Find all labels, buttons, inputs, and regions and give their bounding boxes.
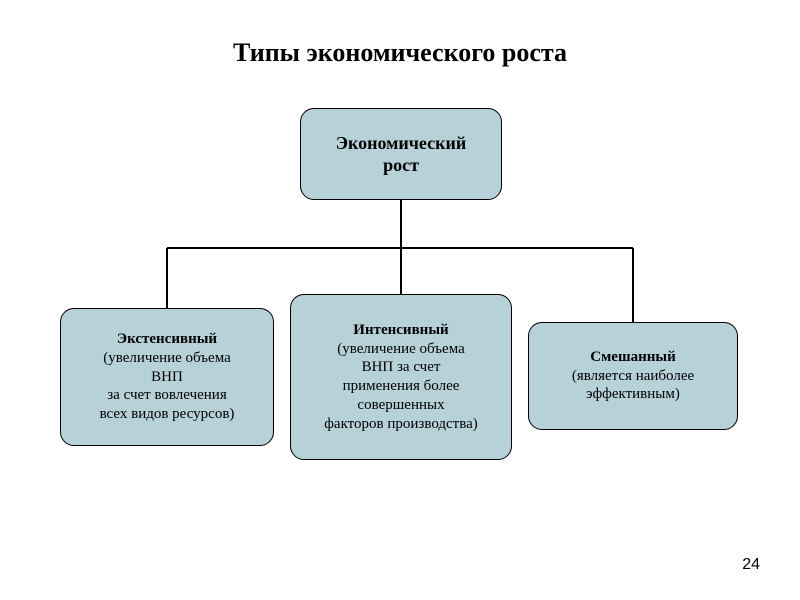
root-node: Экономический рост: [300, 108, 502, 200]
child-label-line: ВНП за счет: [362, 358, 441, 377]
child-label-line: всех видов ресурсов): [100, 405, 235, 424]
child-label-line: (увеличение объема: [103, 349, 231, 368]
child-node-intensive: Интенсивный(увеличение объемаВНП за счет…: [290, 294, 512, 460]
child-label-line: ВНП: [151, 368, 183, 387]
page-number: 24: [742, 556, 760, 574]
root-label-2: рост: [383, 154, 419, 177]
child-label-line: эффективным): [586, 385, 680, 404]
child-label-line: (увеличение объема: [337, 340, 465, 359]
child-label-line: совершенных: [357, 396, 444, 415]
child-node-extensive: Экстенсивный(увеличение объемаВНПза счет…: [60, 308, 274, 446]
child-label-line: применения более: [343, 377, 460, 396]
page-title: Типы экономического роста: [0, 38, 800, 68]
child-label-bold: Смешанный: [590, 348, 676, 367]
child-label-line: за счет вовлечения: [107, 386, 227, 405]
root-label-1: Экономический: [336, 132, 466, 155]
child-label-line: факторов производства): [324, 415, 478, 434]
child-label-line: (является наиболее: [572, 367, 694, 386]
child-label-bold: Экстенсивный: [117, 330, 217, 349]
child-node-mixed: Смешанный(является наиболееэффективным): [528, 322, 738, 430]
child-label-bold: Интенсивный: [353, 321, 448, 340]
